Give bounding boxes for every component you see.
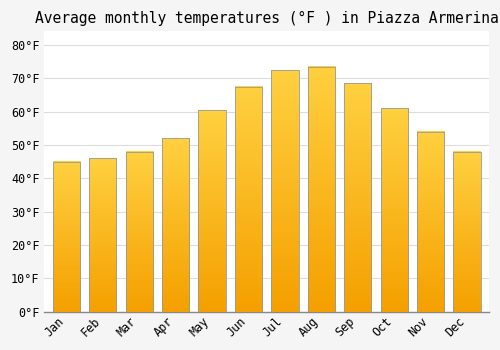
Bar [380,108,408,312]
Bar [126,152,153,312]
Bar [454,152,480,312]
Bar [344,83,372,312]
Bar [235,86,262,312]
Title: Average monthly temperatures (°F ) in Piazza Armerina: Average monthly temperatures (°F ) in Pi… [35,11,498,26]
Bar [52,162,80,312]
Bar [308,66,335,312]
Bar [417,132,444,312]
Bar [89,158,117,312]
Bar [198,110,226,312]
Bar [162,138,190,312]
Bar [271,70,298,312]
